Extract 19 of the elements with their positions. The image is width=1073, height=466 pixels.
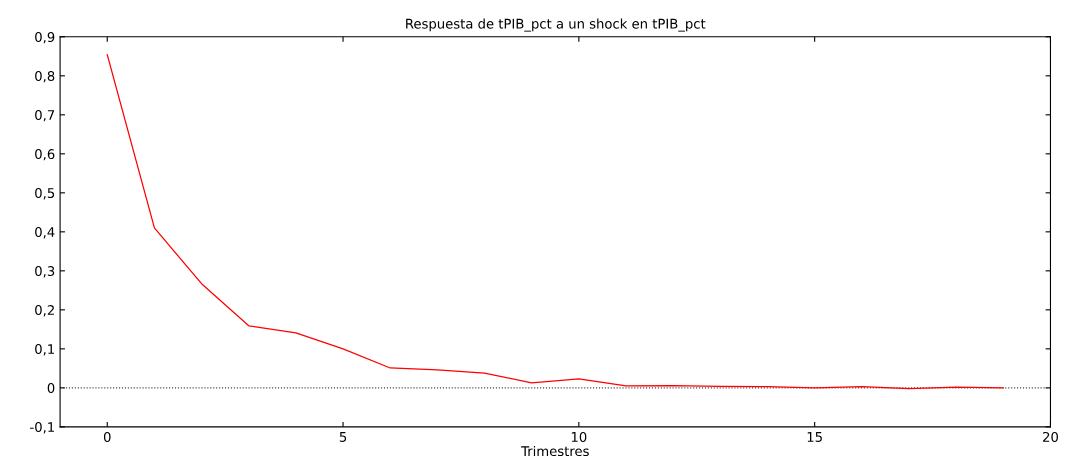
y-tick-label: 0 <box>47 383 55 394</box>
x-tick-label: 5 <box>339 432 347 442</box>
y-tick-label: 0,5 <box>35 188 55 200</box>
y-tick-label: 0,6 <box>35 149 55 161</box>
y-tick-label: -0,1 <box>30 422 55 434</box>
x-tick-label: 10 <box>571 431 587 442</box>
y-tick-label: 0,2 <box>35 305 54 317</box>
x-tick-label: 0 <box>103 431 111 442</box>
y-tick-label: 0,9 <box>35 32 55 44</box>
line-series <box>106 54 1004 390</box>
y-tick-label: 0,3 <box>35 266 55 278</box>
x-tick-label: 15 <box>807 432 822 442</box>
y-tick-label: 0,7 <box>35 110 55 122</box>
x-tick-label: 20 <box>1043 431 1058 442</box>
y-tick-label: 0,8 <box>35 71 55 83</box>
x-axis-title: Trimestres <box>521 445 589 457</box>
y-tick-label: 0,1 <box>35 344 55 356</box>
y-tick-label: 0,4 <box>35 227 55 239</box>
chart-title: Respuesta de tPIB_pct a un shock en tPIB_pct <box>406 18 706 32</box>
